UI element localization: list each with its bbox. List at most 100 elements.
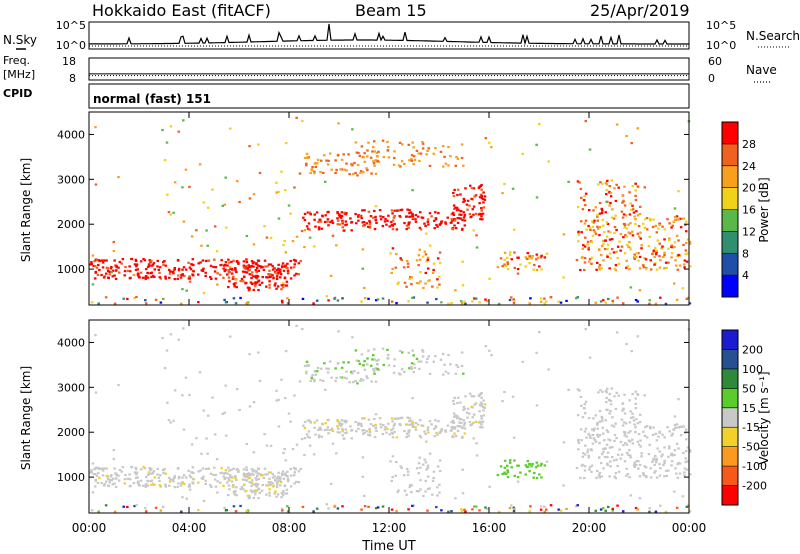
- power-cell: [286, 269, 290, 272]
- power-cell: [649, 219, 652, 222]
- velocity-cell: [634, 402, 637, 406]
- power-cell: [538, 123, 541, 126]
- power-cell: [625, 266, 628, 269]
- power-cell: [499, 257, 503, 260]
- velocity-cell: [438, 483, 441, 486]
- power-cell: [647, 244, 651, 248]
- power-cell: [614, 214, 617, 217]
- velocity-cell: [94, 334, 97, 337]
- velocity-cell: [543, 510, 546, 513]
- power-cell: [460, 213, 463, 216]
- velocity-cell: [361, 417, 364, 420]
- velocity-cell: [434, 419, 437, 422]
- power-cell: [351, 164, 354, 167]
- velocity-cell: [412, 370, 415, 374]
- velocity-cell: [240, 485, 244, 489]
- velocity-cell: [165, 349, 169, 352]
- velocity-cell: [664, 469, 668, 472]
- power-cell: [159, 301, 163, 304]
- velocity-cell: [655, 457, 658, 460]
- velocity-cell: [470, 405, 473, 408]
- power-cell: [164, 275, 167, 278]
- power-cell: [665, 266, 668, 269]
- power-cell: [535, 268, 539, 272]
- cpid-strip-frame: [88, 83, 690, 109]
- power-cell: [356, 174, 359, 177]
- velocity-cell: [92, 472, 95, 476]
- power-cell: [667, 247, 670, 250]
- power-cell: [287, 204, 291, 207]
- velocity-cell: [632, 416, 635, 419]
- velocity-cell: [255, 482, 258, 485]
- power-cell: [583, 261, 587, 264]
- velocity-cell: [308, 444, 312, 447]
- velocity-cell: [266, 473, 269, 476]
- velocity-cell: [371, 353, 375, 357]
- power-cell: [286, 270, 290, 274]
- time-axis-label: Time UT: [361, 539, 415, 554]
- velocity-cell: [318, 426, 321, 429]
- power-cell: [121, 258, 125, 261]
- power-cell: [596, 225, 599, 228]
- power-cell: [280, 299, 284, 302]
- velocity-cell: [213, 433, 217, 436]
- velocity-cell: [282, 451, 285, 454]
- power-cell: [277, 267, 280, 270]
- velocity-cell: [376, 506, 380, 509]
- power-cell: [543, 256, 547, 259]
- velocity-cell: [349, 425, 352, 428]
- velocity-cell: [465, 411, 469, 414]
- power-cell: [345, 169, 348, 172]
- power-cell: [232, 297, 236, 300]
- y-tick-label: 3000: [57, 381, 85, 394]
- power-cell: [438, 283, 441, 286]
- power-cell: [183, 274, 186, 278]
- power-cell: [637, 235, 641, 238]
- velocity-cell: [271, 482, 274, 485]
- velocity-cell: [598, 434, 602, 437]
- velocity-cell: [685, 505, 689, 508]
- velocity-cell: [234, 477, 237, 480]
- power-cell: [374, 159, 378, 162]
- power-cell: [405, 227, 408, 231]
- velocity-cell: [341, 434, 345, 437]
- velocity-cell: [182, 327, 185, 330]
- velocity-cell: [394, 474, 398, 477]
- power-cell: [286, 262, 289, 265]
- power-cell: [375, 221, 378, 225]
- velocity-cell: [583, 469, 587, 472]
- power-cell: [593, 219, 596, 222]
- velocity-cell: [657, 435, 660, 438]
- power-cell: [374, 219, 378, 222]
- velocity-cell: [516, 480, 520, 483]
- velocity-cell: [169, 333, 173, 336]
- power-cell: [182, 220, 186, 223]
- velocity-cell: [303, 420, 307, 424]
- power-cell: [390, 220, 393, 224]
- velocity-cell: [451, 427, 454, 430]
- power-cell: [635, 251, 639, 255]
- velocity-cell: [678, 462, 682, 465]
- velocity-cell: [637, 460, 640, 463]
- nsky-label: N.Sky: [3, 33, 37, 47]
- power-cell: [420, 216, 423, 219]
- colorbar-tick-label: 16: [742, 204, 756, 217]
- velocity-cell: [478, 404, 482, 407]
- velocity-cell: [166, 401, 169, 404]
- velocity-cell: [327, 367, 330, 370]
- power-cell: [387, 156, 391, 159]
- power-cell: [480, 207, 483, 210]
- velocity-cell: [283, 447, 286, 451]
- power-cell: [301, 297, 305, 301]
- power-cell: [163, 159, 167, 162]
- power-cell: [205, 229, 208, 232]
- velocity-cell: [340, 366, 344, 369]
- power-cell: [354, 212, 357, 216]
- velocity-cell: [242, 472, 246, 475]
- velocity-cell: [173, 389, 177, 392]
- velocity-cell: [244, 474, 247, 477]
- velocity-cell: [315, 419, 319, 422]
- power-cell: [457, 217, 461, 220]
- power-cell: [611, 208, 614, 211]
- power-cell: [410, 276, 414, 279]
